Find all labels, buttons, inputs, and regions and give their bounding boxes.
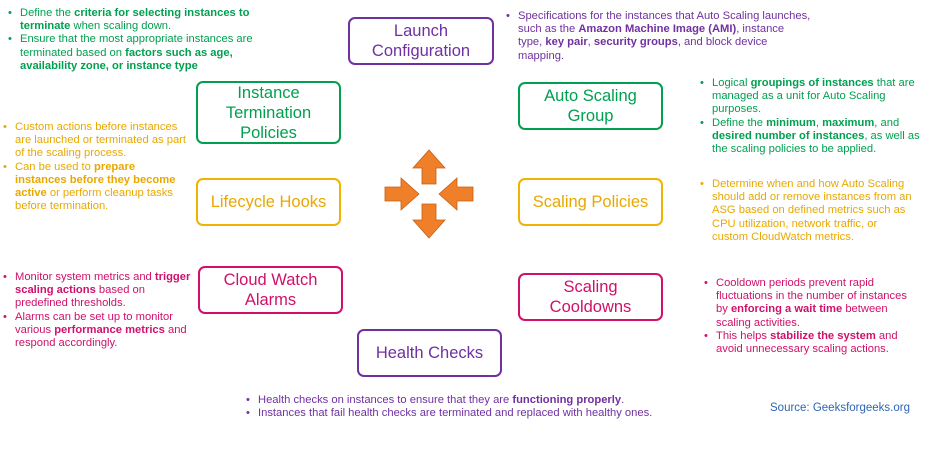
note-emphasis: factors such as age, availability zone, … — [20, 46, 233, 72]
note-emphasis: criteria for selecting instances to term… — [20, 7, 250, 33]
scaling-policies-notes: Determine when and how Auto Scaling shou… — [700, 178, 915, 244]
note-text: Logical — [712, 77, 751, 89]
launch-notes: Specifications for the instances that Au… — [506, 10, 811, 63]
note-emphasis: Amazon Machine Image (AMI) — [578, 23, 737, 36]
note-bullet: This helps stabilize the system and avoi… — [704, 330, 916, 356]
note-text: This helps — [716, 329, 771, 342]
note-emphasis: minimum — [766, 116, 816, 129]
note-bullet: Instances that fail health checks are te… — [246, 407, 666, 420]
note-emphasis: functioning properly — [512, 394, 622, 406]
note-text: Alarms can be set up to monitor various — [15, 310, 173, 336]
note-text: , — [587, 36, 594, 49]
auto-scaling-group-box: Auto Scaling Group — [518, 82, 663, 130]
note-bullet: Determine when and how Auto Scaling shou… — [700, 178, 915, 244]
note-text: Determine when and how Auto Scaling shou… — [712, 178, 912, 243]
note-bullet: Health checks on instances to ensure tha… — [246, 394, 666, 407]
scaling-arrows-icon — [384, 149, 474, 239]
note-text: and respond accordingly. — [15, 323, 187, 350]
note-text: Can be used to — [15, 160, 94, 173]
note-emphasis: groupings of instances — [750, 77, 874, 89]
box-label: Cloud Watch Alarms — [223, 271, 318, 309]
cloud-watch-notes: Monitor system metrics and trigger scali… — [3, 271, 193, 350]
note-text: , as well as the scaling policies to be … — [712, 129, 920, 156]
note-text: Define the — [20, 7, 75, 19]
auto-scaling-group-notes: Logical groupings of instances that are … — [700, 77, 922, 156]
cooldowns-notes: Cooldown periods prevent rapid fluctuati… — [704, 277, 916, 356]
box-label: Scaling Policies — [532, 193, 649, 211]
note-text: Define the — [712, 116, 767, 129]
note-text: Monitor system metrics and — [15, 271, 155, 283]
note-text: , instance type, — [518, 23, 785, 49]
note-emphasis: maximum — [822, 116, 875, 129]
note-bullet: Cooldown periods prevent rapid fluctuati… — [704, 277, 916, 330]
box-label: Launch Configuration — [371, 22, 471, 60]
note-emphasis: stabilize the system — [770, 329, 876, 342]
note-text: that are managed as a unit for Auto Scal… — [712, 77, 915, 116]
health-checks-box: Health Checks — [357, 329, 502, 377]
note-text: or perform cleanup tasks before terminat… — [15, 187, 173, 213]
note-text: based on predefined thresholds. — [15, 284, 145, 310]
note-emphasis: desired number of instances — [712, 129, 865, 142]
note-text: . — [621, 394, 625, 406]
note-bullet: Ensure that the most appropriate instanc… — [8, 33, 278, 73]
note-text: and avoid unnecessary scaling actions. — [716, 329, 898, 356]
box-label: Instance Termination Policies — [225, 83, 312, 142]
health-checks-notes: Health checks on instances to ensure tha… — [246, 394, 666, 421]
note-bullet: Monitor system metrics and trigger scali… — [3, 271, 193, 311]
note-bullet: Define the criteria for selecting instan… — [8, 7, 278, 33]
note-emphasis: key pair — [545, 36, 588, 49]
note-text: when scaling down. — [70, 20, 172, 33]
lifecycle-hooks-box: Lifecycle Hooks — [196, 178, 341, 226]
box-label: Scaling Cooldowns — [549, 278, 632, 316]
note-text: Specifications for the instances that Au… — [518, 10, 811, 36]
note-emphasis: security groups — [593, 36, 678, 49]
box-label: Auto Scaling Group — [544, 87, 637, 125]
scaling-cooldowns-box: Scaling Cooldowns — [518, 273, 663, 321]
note-emphasis: performance metrics — [54, 323, 165, 336]
instance-termination-policies-box: Instance Termination Policies — [196, 81, 341, 144]
note-bullet: Specifications for the instances that Au… — [506, 10, 811, 63]
note-text: Ensure that the most appropriate instanc… — [20, 33, 253, 59]
launch-configuration-box: Launch Configuration — [348, 17, 494, 65]
termination-notes: Define the criteria for selecting instan… — [8, 7, 278, 73]
note-emphasis: prepare instances before they become act… — [15, 160, 176, 200]
source-label: Source: Geeksforgeeks.org — [770, 402, 910, 414]
note-text: Instances that fail health checks are te… — [258, 407, 653, 420]
note-emphasis: enforcing a wait time — [730, 303, 843, 316]
scaling-policies-box: Scaling Policies — [518, 178, 663, 226]
note-text: , and — [874, 116, 900, 129]
note-text: , and block device mapping. — [518, 36, 768, 62]
note-text: , — [815, 116, 823, 129]
note-bullet: Logical groupings of instances that are … — [700, 77, 922, 117]
box-label: Health Checks — [375, 344, 484, 362]
note-text: Health checks on instances to ensure tha… — [258, 394, 513, 406]
note-bullet: Custom actions before instances are laun… — [3, 121, 188, 161]
note-bullet: Can be used to prepare instances before … — [3, 161, 188, 214]
note-bullet: Define the minimum, maximum, and desired… — [700, 117, 922, 157]
note-emphasis: trigger scaling actions — [15, 271, 191, 297]
lifecycle-notes: Custom actions before instances are laun… — [3, 121, 188, 213]
note-text: between scaling activities. — [716, 303, 888, 329]
box-label: Lifecycle Hooks — [210, 193, 327, 211]
note-bullet: Alarms can be set up to monitor various … — [3, 311, 193, 351]
note-text: Custom actions before instances are laun… — [15, 121, 187, 160]
note-text: Cooldown periods prevent rapid fluctuati… — [716, 277, 907, 316]
cloud-watch-alarms-box: Cloud Watch Alarms — [198, 266, 343, 314]
